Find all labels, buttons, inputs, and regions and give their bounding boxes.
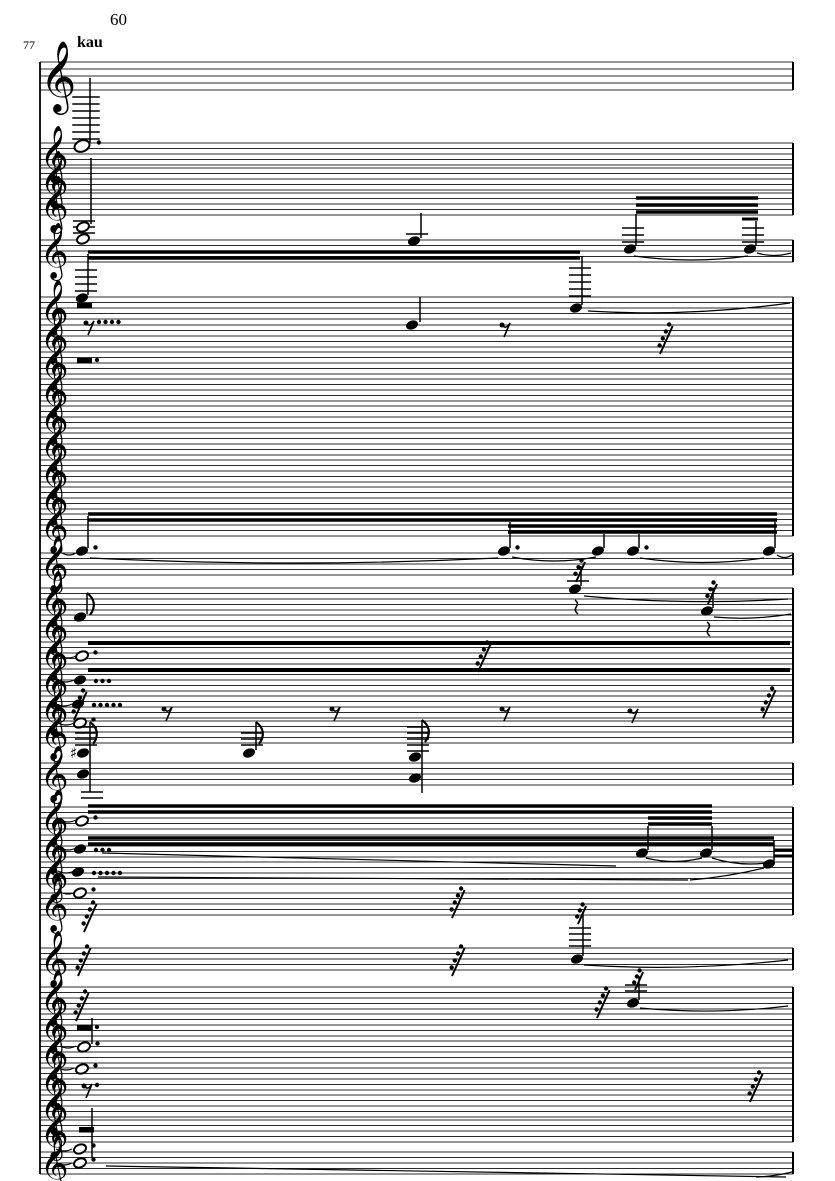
notehead [73,1157,87,1169]
notehead [74,675,86,685]
notehead [498,546,510,556]
treble-clef-icon: 𝄞 [40,308,69,366]
treble-clef-icon: 𝄞 [40,679,69,737]
treble-clef-icon: 𝄞 [40,443,69,501]
notehead [571,954,583,964]
notehead [76,221,90,233]
notehead [763,546,775,556]
treble-clef-icon: 𝄞 [40,1135,69,1181]
notehead [627,998,639,1008]
notehead [72,867,84,877]
treble-clef-icon: 𝄞 [40,1024,69,1082]
notehead [74,844,86,854]
treble-clef-icon: 𝄞 [40,876,69,934]
treble-clef-icon: 𝄞 [40,151,69,209]
notehead [409,773,421,783]
treble-clef-icon: 𝄞 [40,1078,69,1136]
sharp-accidental: ♯ [70,744,77,762]
treble-clef-icon: 𝄞 [40,790,69,848]
treble-clef-icon: 𝄞 [40,931,69,989]
treble-clef-icon: 𝄞 [40,1051,69,1109]
treble-clef-icon: 𝄞 [40,280,69,338]
measure-number: 77 [23,38,35,52]
notehead [76,233,90,245]
treble-clef-icon: 𝄞 [40,571,69,629]
notehead [77,769,89,779]
notehead [406,320,418,330]
notehead [75,815,89,827]
notehead [75,650,89,662]
notehead [701,606,713,616]
treble-clef-icon: 𝄞 [40,335,69,393]
treble-clef-icon: 𝄞 [40,598,69,656]
notehead [73,1143,87,1155]
treble-clef-icon: 𝄞 [40,223,69,281]
notehead [73,887,87,899]
treble-clef-icon: 𝄞 [40,497,69,555]
notehead [77,1041,91,1053]
notehead [570,303,582,313]
notehead [75,1063,89,1075]
notehead [76,293,88,303]
notehead [408,236,420,246]
treble-clef-icon: 𝄞 [40,997,69,1055]
notehead [700,848,712,858]
treble-clef-icon: 𝄞 [40,389,69,447]
treble-clef-icon: 𝄞 [40,746,69,804]
notehead [74,612,86,622]
treble-clef-icon: 𝄞 [40,362,69,420]
notehead [569,584,581,594]
treble-clef-icon: 𝄞 [40,176,69,234]
notehead [73,139,91,153]
notehead [744,244,756,254]
treble-clef-icon: 𝄞 [40,970,69,1028]
notehead [77,748,89,758]
notehead [76,546,88,556]
treble-clef-icon: 𝄞 [40,40,76,115]
notehead [409,752,421,762]
notehead [243,748,255,758]
notehead [624,244,636,254]
treble-clef-icon: 𝄞 [40,470,69,528]
page-number: 60 [110,10,127,29]
notehead [592,546,604,556]
treble-clef-icon: 𝄞 [40,416,69,474]
treble-clef-icon: 𝄞 [40,652,69,710]
notehead [636,848,648,858]
lyric-text: kau [77,34,103,51]
treble-clef-icon: 𝄞 [40,536,69,594]
notehead [627,546,639,556]
treble-clef-icon: 𝄞 [40,625,69,683]
treble-clef-icon: 𝄞 [40,704,69,762]
treble-clef-icon: 𝄞 [40,126,69,184]
treble-clef-icon: 𝄞 [40,818,69,876]
notehead [763,859,775,869]
